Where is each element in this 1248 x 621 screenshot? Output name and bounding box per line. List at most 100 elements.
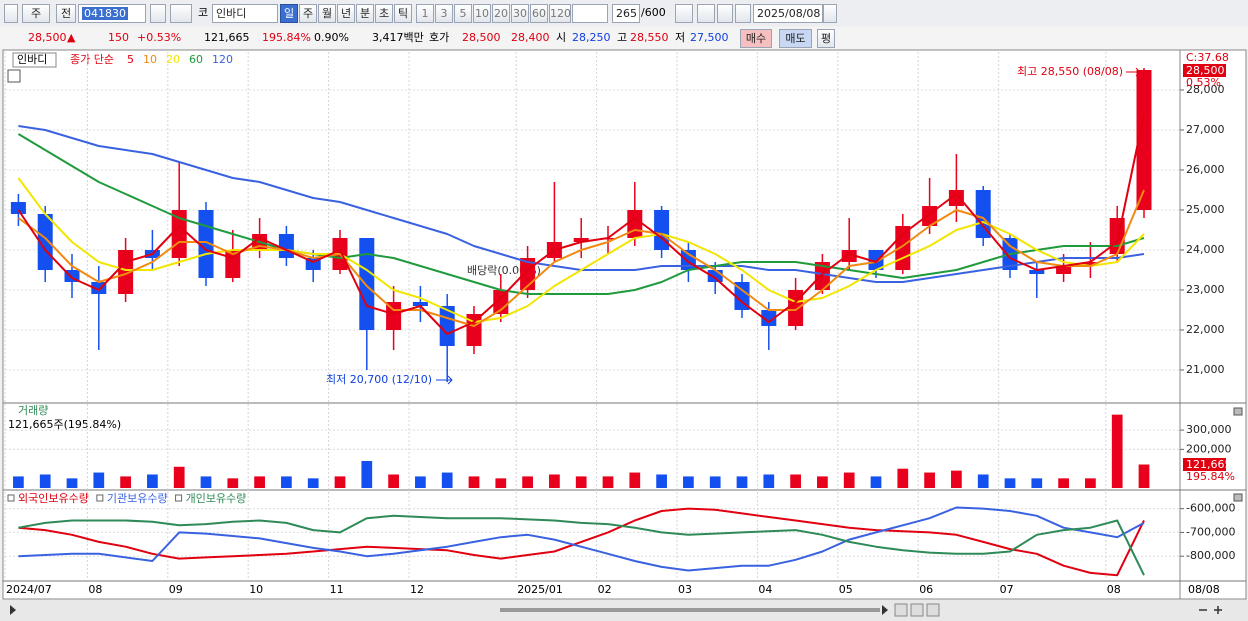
- y-tick-label: -800,000: [1186, 549, 1235, 562]
- zoom-in[interactable]: [1214, 606, 1222, 614]
- date-input[interactable]: 2025/08/08: [753, 4, 823, 23]
- volume-bar: [870, 476, 882, 488]
- code-input[interactable]: 041830: [78, 4, 146, 23]
- tool-icon[interactable]: [675, 4, 693, 23]
- candle-body: [734, 282, 750, 310]
- high: 28,550: [630, 31, 669, 44]
- candle-body: [868, 250, 884, 270]
- unit-button[interactable]: 10: [473, 4, 491, 23]
- volume-tag: 121,665: [1186, 458, 1232, 471]
- menu-icon[interactable]: [4, 4, 18, 23]
- sound-icon[interactable]: [170, 4, 192, 23]
- volume-bar: [575, 476, 587, 488]
- unit-select[interactable]: [572, 4, 608, 23]
- settings-icon[interactable]: [735, 4, 751, 23]
- line-series: [17, 177, 1145, 323]
- chart-bg: [2, 49, 1247, 600]
- volume-title: 거래량: [18, 404, 48, 417]
- amount: 3,417백만: [372, 31, 424, 44]
- turnover-rate: 0.90%: [314, 31, 349, 44]
- x-tick-label: 2024/07: [6, 583, 52, 596]
- volume-bar: [200, 476, 212, 488]
- interval-button[interactable]: 주: [299, 4, 317, 23]
- candle-body: [1082, 262, 1098, 266]
- unit-button[interactable]: 1: [416, 4, 434, 23]
- volume-subtitle: 121,665주(195.84%): [8, 418, 121, 431]
- y-tick-label: 28,000: [1186, 83, 1225, 96]
- table-icon[interactable]: [7, 69, 21, 83]
- y-tick-label: 22,000: [1186, 323, 1225, 336]
- volume-bar: [66, 478, 78, 488]
- cursor-date: 08/08: [1188, 583, 1220, 596]
- volume-bar: [388, 474, 399, 488]
- market-select[interactable]: 전: [56, 4, 76, 23]
- ma-legend: 60: [189, 53, 203, 66]
- name-input[interactable]: 인바디: [212, 4, 278, 23]
- volume-bar: [683, 476, 694, 488]
- sell-button[interactable]: 매도: [779, 29, 812, 48]
- interval-button[interactable]: 초: [375, 4, 393, 23]
- low-arrow: [436, 375, 453, 385]
- volume-bar: [522, 476, 533, 488]
- open: 28,250: [572, 31, 611, 44]
- interval-button[interactable]: 틱: [394, 4, 412, 23]
- low-label: 저: [675, 31, 686, 44]
- interval-button[interactable]: 일: [280, 4, 298, 23]
- x-tick-label: 08: [1107, 583, 1121, 596]
- calendar-icon[interactable]: [823, 4, 837, 23]
- unit-button[interactable]: 30: [511, 4, 529, 23]
- interval-button[interactable]: 년: [337, 4, 355, 23]
- y-tick-label: 200,000: [1186, 442, 1232, 455]
- nav-button[interactable]: [910, 603, 924, 617]
- count-max: /600: [641, 6, 666, 19]
- buy-button[interactable]: 매수: [740, 29, 772, 48]
- x-tick-label: 03: [678, 583, 692, 596]
- x-tick-label: 02: [598, 583, 612, 596]
- interval-button[interactable]: 분: [356, 4, 374, 23]
- scroll-left[interactable]: [10, 605, 16, 615]
- panel-button[interactable]: [1233, 407, 1243, 416]
- candle-body: [412, 302, 428, 306]
- volume-bar: [1031, 478, 1043, 488]
- panel-button[interactable]: [1233, 493, 1243, 502]
- unit-button[interactable]: 3: [435, 4, 453, 23]
- ask: 28,500: [462, 31, 501, 44]
- volume-bar: [736, 476, 748, 488]
- volume-bar: [1085, 478, 1096, 488]
- price-change-tag: 0.53%: [1186, 76, 1221, 89]
- count-input[interactable]: 265: [612, 4, 640, 23]
- y-tick-label: 25,000: [1186, 203, 1225, 216]
- save-icon[interactable]: [717, 4, 733, 23]
- ask-label: 호가: [429, 31, 450, 44]
- search-icon[interactable]: [150, 4, 166, 23]
- unit-button[interactable]: 5: [454, 4, 472, 23]
- legend-swatch: [7, 494, 15, 502]
- volume-bar: [790, 474, 801, 488]
- high-arrow: [1126, 67, 1141, 77]
- interval-button[interactable]: 월: [318, 4, 336, 23]
- tool-icon[interactable]: [697, 4, 715, 23]
- nav-button[interactable]: [894, 603, 908, 617]
- unit-button[interactable]: 20: [492, 4, 510, 23]
- line-series: [18, 514, 1145, 576]
- volume-bar: [281, 476, 292, 488]
- x-tick-label: 04: [758, 583, 772, 596]
- volume-bar: [13, 476, 24, 488]
- unit-button[interactable]: 60: [530, 4, 548, 23]
- volume-bar: [1058, 478, 1069, 488]
- x-tick-label: 08: [88, 583, 102, 596]
- ma-legend: 20: [166, 53, 180, 66]
- nav-button[interactable]: [926, 603, 940, 617]
- candle-body: [1029, 270, 1045, 274]
- scroll-right[interactable]: [882, 605, 888, 615]
- candle-body: [948, 190, 964, 206]
- candle-body: [1056, 266, 1072, 274]
- unit-button[interactable]: 120: [549, 4, 571, 23]
- change-pct: +0.53%: [137, 31, 182, 44]
- period-select[interactable]: 주: [22, 4, 50, 23]
- scroll-thumb[interactable]: [500, 608, 880, 612]
- avg-button[interactable]: 평: [817, 29, 835, 48]
- volume-bar: [897, 468, 909, 488]
- x-tick-label: 09: [169, 583, 183, 596]
